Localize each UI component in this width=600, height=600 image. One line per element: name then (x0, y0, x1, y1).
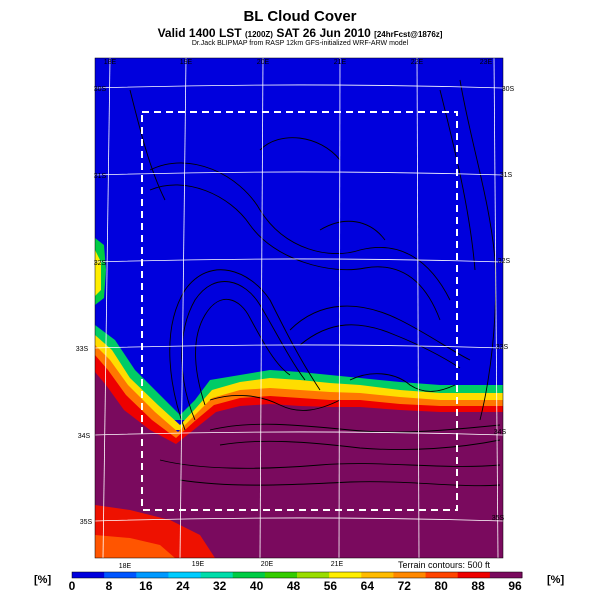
colorbar-segment (104, 572, 137, 578)
top-lon-labels: 18E 19E 20E 21E 22E 23E (104, 59, 493, 66)
colorbar-segment (329, 572, 362, 578)
colorbar-segment (200, 572, 234, 578)
lon-label-23E-top: 23E (480, 59, 493, 66)
valid-date: SAT 26 Jun 2010 (276, 26, 371, 40)
lon-label-20E-bottom: 20E (261, 561, 274, 568)
terrain-contours (129, 79, 501, 487)
colorbar-tick-label: 80 (434, 579, 448, 593)
colorbar-segment (264, 572, 298, 578)
colorbar-segment (361, 572, 394, 578)
graticule (95, 58, 503, 558)
colorbar-segment (168, 572, 202, 578)
colorbar-segment (393, 572, 427, 578)
lon-label-22E-top: 22E (411, 59, 424, 66)
lat-label-left-1: 30S (94, 86, 107, 93)
colorbar-tick-label: 40 (249, 579, 264, 593)
lat-label-right-6: 35S (492, 515, 505, 522)
colorbar-unit-right: [%] (547, 574, 565, 586)
lon-label-19E-bottom: 19E (192, 561, 205, 568)
lat-label-right-2: 31S (500, 172, 513, 179)
colorbar-tick-label: 16 (139, 579, 153, 593)
colorbar-unit-left: [%] (34, 574, 52, 586)
colorbar-frame (71, 571, 523, 579)
terrain-contour-note: Terrain contours: 500 ft (398, 560, 491, 570)
colorbar-tick-label: 64 (360, 579, 374, 593)
colorbar (71, 571, 523, 579)
lon-label-21E-top: 21E (334, 59, 347, 66)
overcast-region (95, 372, 503, 558)
lat-label-left-2: 31S (94, 173, 107, 180)
colorbar-tick-label: 96 (508, 579, 522, 593)
colorbar-tick-label: 48 (286, 579, 301, 593)
lat-label-left-6: 35S (80, 519, 93, 526)
cloud-field (95, 58, 503, 558)
lon-label-19E-top: 19E (180, 59, 193, 66)
southwest-cloud-patch-inner (95, 535, 175, 558)
lon-label-18E-bottom: 18E (119, 563, 132, 570)
valid-time: Valid 1400 LST (1200Z) SAT 26 Jun 2010 [… (0, 26, 600, 40)
lat-label-right-4: 33S (496, 344, 509, 351)
colorbar-tick-label: 8 (105, 579, 113, 593)
lon-label-18E-top: 18E (104, 59, 117, 66)
left-lat-labels: 30S 31S 32S 33S 34S 35S (76, 86, 107, 526)
colorbar-segment (457, 572, 491, 578)
colorbar-tick-label: 88 (471, 579, 485, 593)
colorbar-segment (489, 572, 523, 578)
colorbar-tick-label: 32 (212, 579, 227, 593)
map-title: BL Cloud Cover (243, 8, 357, 25)
lat-label-left-3: 32S (94, 260, 107, 267)
right-lat-labels: 30S 31S 32S 33S 34S 35S (492, 86, 515, 522)
colorbar-segment (136, 572, 169, 578)
lat-label-left-5: 34S (78, 433, 91, 440)
colorbar-tick-label: 24 (176, 579, 190, 593)
lat-label-right-5: 34S (494, 429, 507, 436)
lat-label-right-3: 32S (498, 258, 511, 265)
inner-domain-boundary (141, 111, 458, 511)
map-subtitle: Dr.Jack BLIPMAP from RASP 12km GFS-initi… (191, 40, 409, 47)
map-frame (94, 57, 504, 559)
valid-forecast: [24hrFcst@1876z] (374, 30, 443, 39)
colorbar-segment (297, 572, 330, 578)
lon-label-20E-top: 20E (257, 59, 270, 66)
bottom-lon-labels: 18E 19E 20E 21E (119, 561, 344, 570)
valid-utc: (1200Z) (244, 30, 273, 39)
colorbar-segment (232, 572, 266, 578)
colorbar-segment (425, 572, 459, 578)
lat-label-right-1: 30S (502, 86, 515, 93)
lon-label-21E-bottom: 21E (331, 561, 344, 568)
colorbar-segment (72, 572, 105, 578)
lat-label-left-4: 33S (76, 346, 89, 353)
colorbar-tick-label: 72 (397, 579, 411, 593)
colorbar-tick-label: 0 (68, 579, 76, 593)
colorbar-tick-label: 56 (323, 579, 338, 593)
valid-main: Valid 1400 LST (157, 26, 242, 40)
